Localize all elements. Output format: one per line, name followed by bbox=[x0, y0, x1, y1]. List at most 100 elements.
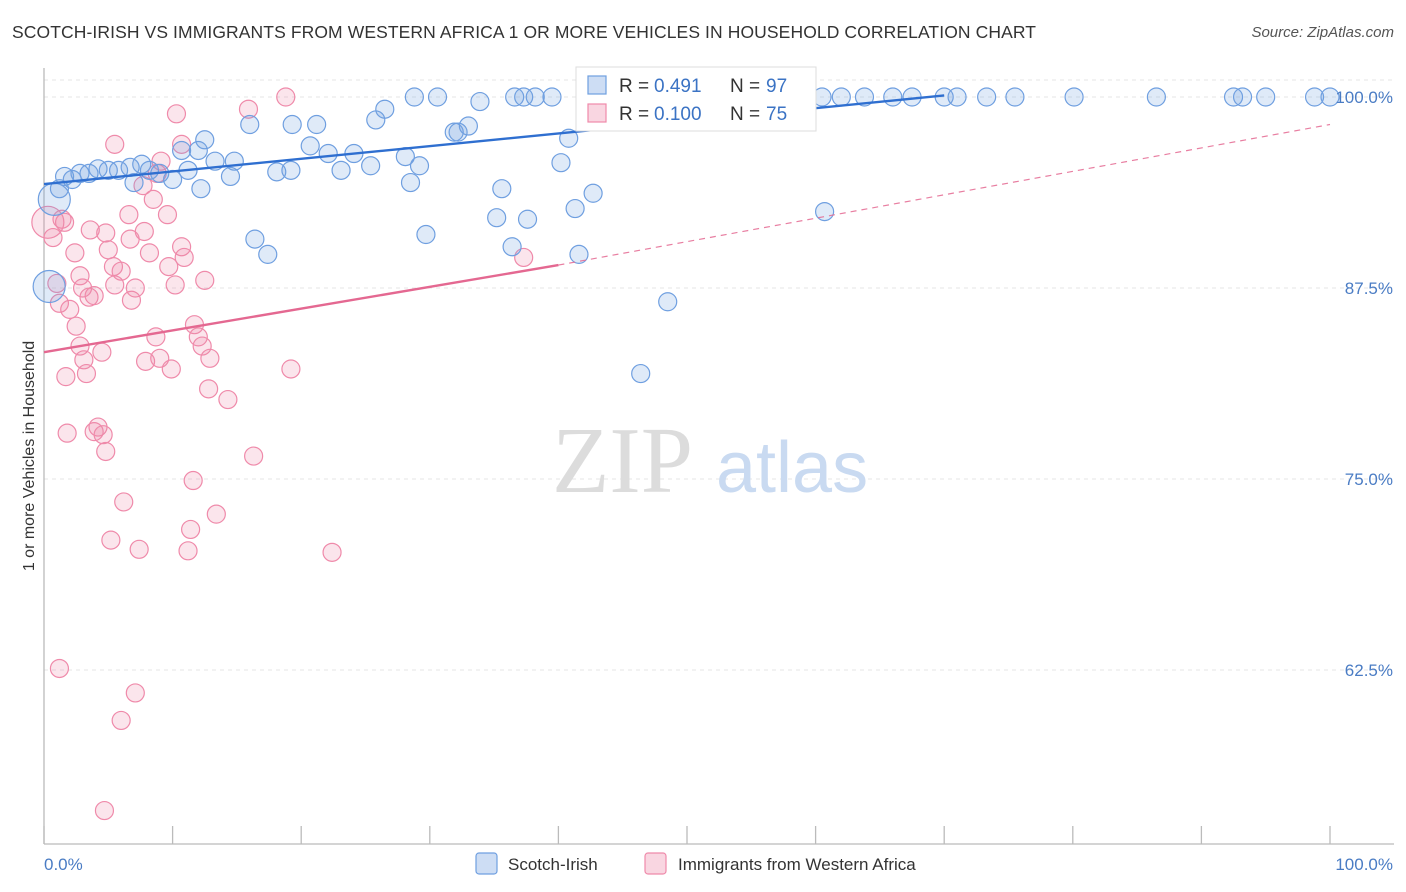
point-western-africa bbox=[49, 658, 70, 679]
x-tick-label: 0.0% bbox=[44, 855, 83, 874]
point-western-africa bbox=[98, 240, 118, 260]
point-western-africa bbox=[105, 134, 125, 154]
stat-n-value: 75 bbox=[766, 104, 787, 125]
point-scotch-irish bbox=[444, 122, 464, 142]
trend-line-western-africa bbox=[43, 263, 559, 354]
point-scotch-irish bbox=[1064, 87, 1084, 107]
point-scotch-irish bbox=[1256, 87, 1276, 107]
point-scotch-irish bbox=[631, 363, 651, 384]
y-tick-label: 62.5% bbox=[1345, 661, 1393, 680]
point-scotch-irish bbox=[32, 269, 66, 304]
point-scotch-irish bbox=[258, 244, 278, 264]
point-scotch-irish bbox=[883, 87, 903, 107]
series-scotch-irish bbox=[32, 87, 1340, 384]
watermark-zip: ZIP bbox=[552, 409, 693, 513]
point-western-africa bbox=[125, 683, 145, 703]
point-scotch-irish bbox=[220, 166, 241, 187]
trend-line-extension bbox=[558, 123, 1331, 266]
point-scotch-irish bbox=[195, 130, 215, 150]
point-scotch-irish bbox=[191, 179, 211, 199]
point-scotch-irish bbox=[307, 114, 327, 135]
point-western-africa bbox=[244, 446, 264, 466]
point-scotch-irish bbox=[404, 87, 424, 107]
watermark: ZIP atlas bbox=[552, 409, 868, 513]
point-western-africa bbox=[94, 800, 115, 821]
point-western-africa bbox=[111, 710, 131, 731]
point-western-africa bbox=[183, 470, 203, 491]
trend-lines bbox=[43, 94, 1331, 354]
point-western-africa bbox=[159, 257, 179, 277]
stat-r-label: R = bbox=[619, 76, 649, 97]
point-western-africa bbox=[121, 290, 142, 310]
legend-swatch bbox=[475, 852, 498, 875]
point-western-africa bbox=[165, 275, 185, 295]
watermark-atlas: atlas bbox=[716, 428, 868, 508]
point-scotch-irish bbox=[267, 162, 287, 182]
y-tick-label: 75.0% bbox=[1345, 470, 1393, 489]
point-western-africa bbox=[281, 359, 301, 379]
point-scotch-irish bbox=[502, 237, 522, 257]
point-scotch-irish bbox=[487, 208, 507, 228]
point-western-africa bbox=[84, 286, 104, 306]
point-western-africa bbox=[93, 425, 113, 445]
point-western-africa bbox=[119, 205, 139, 225]
point-western-africa bbox=[157, 205, 178, 225]
stats-box-frame bbox=[575, 66, 817, 132]
point-scotch-irish bbox=[240, 114, 260, 135]
point-scotch-irish bbox=[977, 87, 997, 107]
y-tick-label: 87.5% bbox=[1345, 279, 1393, 298]
point-scotch-irish bbox=[831, 87, 851, 107]
series-immigrants-western-africa bbox=[31, 87, 534, 821]
point-western-africa bbox=[80, 220, 100, 240]
point-western-africa bbox=[143, 189, 163, 209]
legend-label: Scotch-Irish bbox=[508, 855, 598, 874]
point-scotch-irish bbox=[281, 160, 301, 180]
stat-r-value: 0.491 bbox=[654, 76, 702, 97]
point-western-africa bbox=[125, 278, 145, 298]
stat-n-label: N = bbox=[730, 76, 760, 97]
point-western-africa bbox=[76, 363, 97, 384]
point-scotch-irish bbox=[583, 183, 603, 203]
chart-title: SCOTCH-IRISH VS IMMIGRANTS FROM WESTERN … bbox=[12, 22, 1037, 42]
point-western-africa bbox=[276, 87, 296, 107]
axes bbox=[43, 68, 1394, 845]
point-western-africa bbox=[322, 542, 342, 562]
point-scotch-irish bbox=[542, 87, 562, 107]
point-western-africa bbox=[195, 270, 215, 290]
point-western-africa bbox=[65, 243, 85, 263]
point-western-africa bbox=[60, 299, 80, 319]
point-western-africa bbox=[54, 212, 75, 232]
tick-labels: 100.0% 87.5% 75.0% 62.5% 0.0% 100.0% bbox=[44, 88, 1393, 874]
point-western-africa bbox=[192, 336, 212, 356]
point-western-africa bbox=[56, 367, 76, 387]
point-western-africa bbox=[111, 261, 131, 281]
point-western-africa bbox=[43, 227, 63, 248]
point-scotch-irish bbox=[375, 99, 395, 119]
point-western-africa bbox=[199, 379, 219, 399]
point-scotch-irish bbox=[565, 198, 585, 219]
point-western-africa bbox=[101, 530, 121, 550]
point-scotch-irish bbox=[505, 87, 525, 107]
point-scotch-irish bbox=[98, 160, 118, 180]
point-western-africa bbox=[139, 243, 160, 263]
point-western-africa bbox=[135, 351, 156, 371]
point-western-africa bbox=[206, 504, 226, 524]
point-scotch-irish bbox=[245, 229, 265, 249]
point-western-africa bbox=[200, 348, 220, 368]
point-scotch-irish bbox=[1320, 87, 1340, 107]
y-axis-label: 1 or more Vehicles in Household bbox=[21, 341, 38, 571]
point-scotch-irish bbox=[331, 160, 351, 180]
legend: Scotch-Irish Immigrants from Western Afri… bbox=[475, 852, 916, 875]
legend-label: Immigrants from Western Africa bbox=[678, 855, 916, 874]
point-scotch-irish bbox=[517, 209, 538, 229]
point-scotch-irish bbox=[458, 116, 478, 136]
point-western-africa bbox=[92, 342, 112, 362]
point-scotch-irish bbox=[361, 156, 381, 176]
point-western-africa bbox=[114, 492, 134, 512]
point-western-africa bbox=[161, 359, 181, 379]
point-scotch-irish bbox=[172, 140, 192, 161]
point-western-africa bbox=[178, 541, 198, 561]
point-western-africa bbox=[129, 539, 149, 559]
point-scotch-irish bbox=[854, 87, 875, 107]
